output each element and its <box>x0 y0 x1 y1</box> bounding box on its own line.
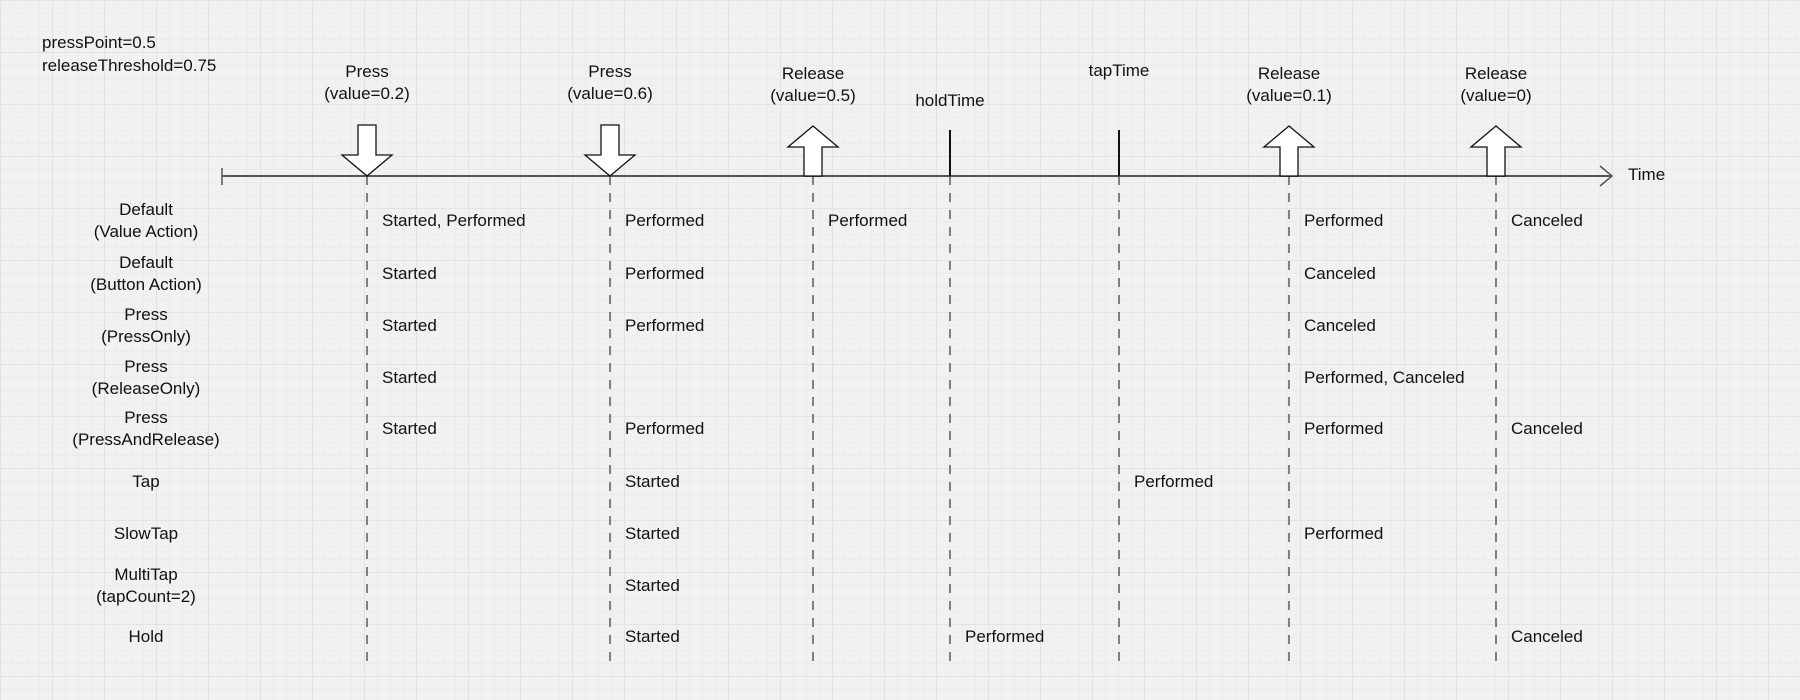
phase-label: Performed <box>1134 472 1213 491</box>
event-release: Release (value=0.5) <box>770 64 856 666</box>
up-arrow-icon <box>1469 125 1523 177</box>
row-label: Default <box>119 253 173 272</box>
phase-label: Performed <box>625 419 704 438</box>
event-label: Release <box>1258 64 1320 83</box>
param-release-threshold: releaseThreshold=0.75 <box>42 56 216 75</box>
event-label: (value=0.6) <box>567 84 653 103</box>
time-axis-label: Time <box>1628 165 1665 184</box>
event-label: Release <box>1465 64 1527 83</box>
event-marker: tapTime <box>1089 61 1150 666</box>
phase-label: Performed <box>1304 211 1383 230</box>
interaction-row: SlowTap Started Performed <box>114 524 1384 543</box>
row-label: MultiTap <box>114 565 177 584</box>
phase-label: Performed <box>1304 419 1383 438</box>
row-label: (tapCount=2) <box>96 587 196 606</box>
row-label: (Value Action) <box>94 222 199 241</box>
interaction-row: Hold Started Performed Canceled <box>129 627 1583 646</box>
up-arrow-icon <box>1262 125 1316 177</box>
event-label: Press <box>588 62 631 81</box>
interaction-row: Default (Button Action) Started Performed Ca… <box>90 253 1376 294</box>
interaction-row: Press (PressAndRelease) Started Performed Pe… <box>72 408 1583 449</box>
row-label: (ReleaseOnly) <box>92 379 201 398</box>
row-label: (PressOnly) <box>101 327 191 346</box>
event-press: Press (value=0.2) <box>324 62 410 666</box>
event-label: (value=0.5) <box>770 86 856 105</box>
event-label: Release <box>782 64 844 83</box>
phase-label: Started <box>382 419 437 438</box>
phase-label: Canceled <box>1511 627 1583 646</box>
interaction-row: MultiTap (tapCount=2) Started <box>96 565 680 606</box>
down-arrow-icon <box>583 124 637 177</box>
phase-label: Started <box>382 316 437 335</box>
interaction-row: Press (ReleaseOnly) Started Performed, Canc… <box>92 357 1465 398</box>
phase-label: Canceled <box>1511 419 1583 438</box>
event-release: Release (value=0.1) <box>1246 64 1332 666</box>
phase-label: Performed <box>625 211 704 230</box>
event-label: Press <box>345 62 388 81</box>
event-press: Press (value=0.6) <box>567 62 653 666</box>
row-label: Press <box>124 357 167 376</box>
phase-label: Canceled <box>1511 211 1583 230</box>
row-label: Tap <box>132 472 159 491</box>
interaction-row: Tap Started Performed <box>132 472 1213 491</box>
event-label: tapTime <box>1089 61 1150 80</box>
phase-label: Started <box>382 368 437 387</box>
phase-label: Performed <box>828 211 907 230</box>
phase-label: Started <box>625 627 680 646</box>
phase-label: Performed <box>625 264 704 283</box>
phase-label: Started <box>625 472 680 491</box>
event-release: Release (value=0) <box>1460 64 1532 666</box>
row-label: Hold <box>129 627 164 646</box>
event-marker: holdTime <box>915 91 985 666</box>
row-label: Press <box>124 305 167 324</box>
phase-label: Started <box>382 264 437 283</box>
phase-label: Canceled <box>1304 316 1376 335</box>
event-label: (value=0.2) <box>324 84 410 103</box>
time-axis-arrowhead <box>1599 165 1614 187</box>
down-arrow-icon <box>340 124 394 177</box>
phase-label: Performed <box>1304 524 1383 543</box>
interaction-row: Default (Value Action) Started, Performed P… <box>94 200 1583 241</box>
phase-label: Performed <box>625 316 704 335</box>
row-label: Default <box>119 200 173 219</box>
event-label: (value=0.1) <box>1246 86 1332 105</box>
phase-label: Started, Performed <box>382 211 526 230</box>
phase-label: Performed <box>965 627 1044 646</box>
row-label: Press <box>124 408 167 427</box>
row-label: (PressAndRelease) <box>72 430 219 449</box>
interaction-row: Press (PressOnly) Started Performed Canceled <box>101 305 1376 346</box>
event-label: holdTime <box>915 91 984 110</box>
event-label: (value=0) <box>1460 86 1531 105</box>
phase-label: Canceled <box>1304 264 1376 283</box>
phase-label: Started <box>625 576 680 595</box>
phase-label: Started <box>625 524 680 543</box>
phase-label: Performed, Canceled <box>1304 368 1465 387</box>
row-label: SlowTap <box>114 524 178 543</box>
up-arrow-icon <box>786 125 840 177</box>
param-press-point: pressPoint=0.5 <box>42 33 156 52</box>
row-label: (Button Action) <box>90 275 202 294</box>
